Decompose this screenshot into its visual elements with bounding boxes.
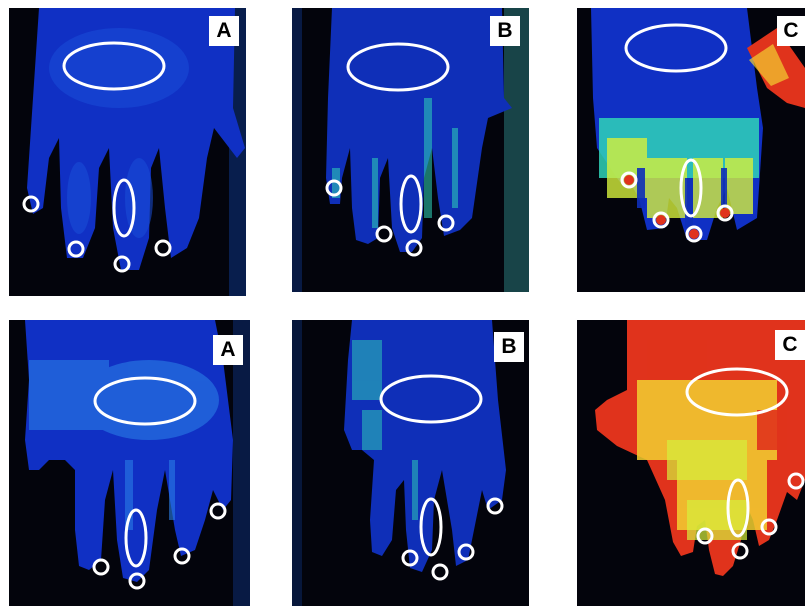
- thermal-hand-image: [577, 320, 805, 606]
- panel-label: C: [775, 330, 805, 360]
- thermal-hand-image: [9, 8, 246, 296]
- thermal-hand-image: [577, 8, 805, 292]
- panel-label: A: [213, 335, 243, 365]
- panel-label: B: [490, 16, 520, 46]
- panel-label: C: [777, 16, 805, 46]
- panel-bottom-a: A: [9, 320, 250, 606]
- panel-top-c: C: [577, 8, 805, 292]
- panel-label: A: [209, 16, 239, 46]
- panel-bottom-c: C: [577, 320, 805, 606]
- panel-top-b: B: [292, 8, 529, 292]
- panel-top-a: A: [9, 8, 246, 296]
- panel-bottom-b: B: [292, 320, 529, 606]
- panel-label: B: [494, 332, 524, 362]
- thermal-hand-image: [292, 320, 529, 606]
- thermal-hand-image: [292, 8, 529, 292]
